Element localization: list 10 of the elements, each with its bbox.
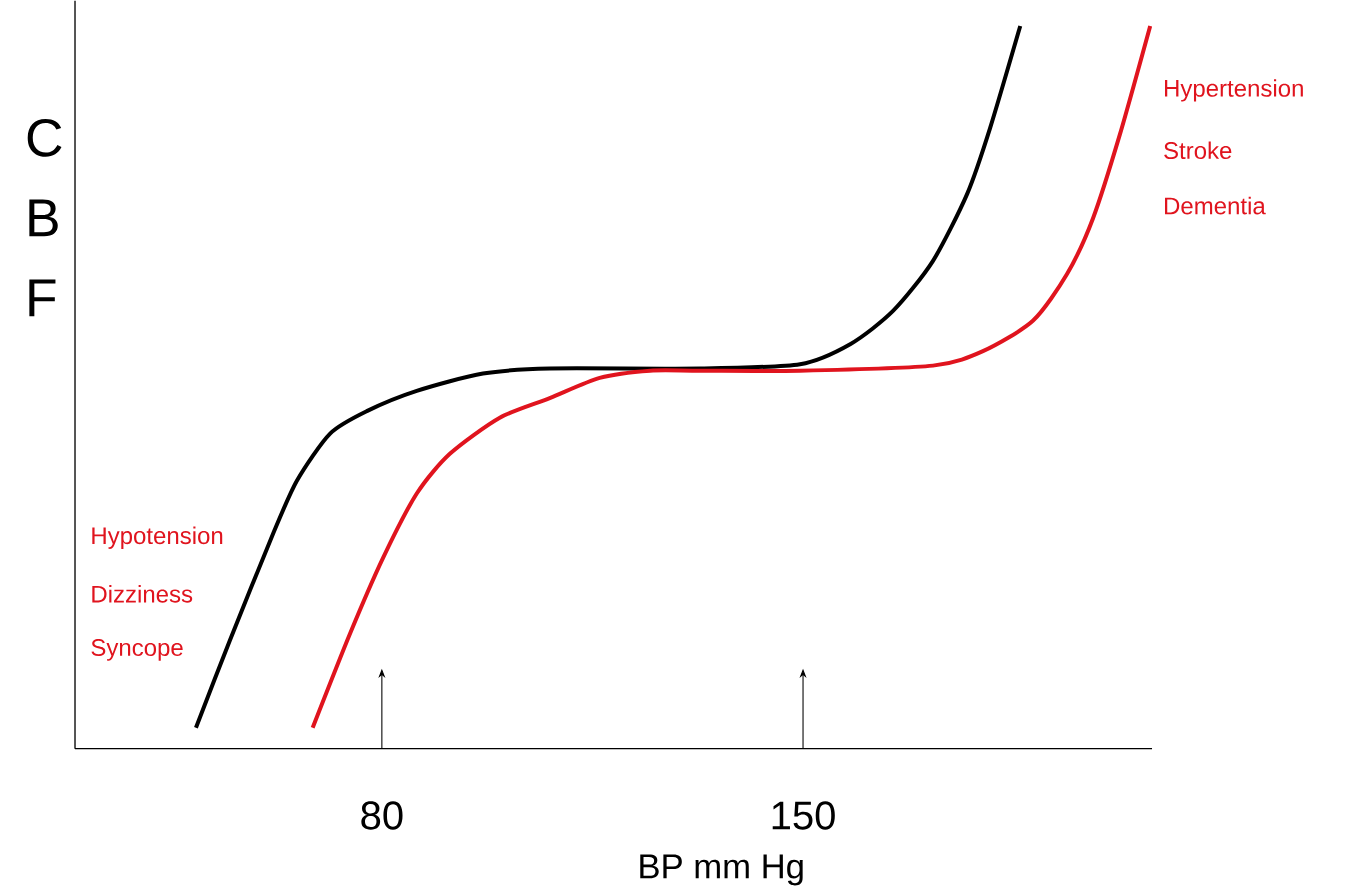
- x-tick-label: 80: [361, 801, 403, 830]
- text: Stroke: [1164, 141, 1232, 160]
- annotation: Syncope: [91, 639, 183, 661]
- annotation: Dizziness: [92, 585, 193, 603]
- text: Hypertension: [1165, 79, 1303, 102]
- x-axis-title: BP mm Hg: [640, 854, 803, 886]
- text: Dementia: [1165, 196, 1266, 215]
- x-tick-label: 150: [772, 801, 835, 830]
- y-axis-title: C B F: [27, 119, 62, 317]
- annotation: Hypotension: [92, 526, 223, 550]
